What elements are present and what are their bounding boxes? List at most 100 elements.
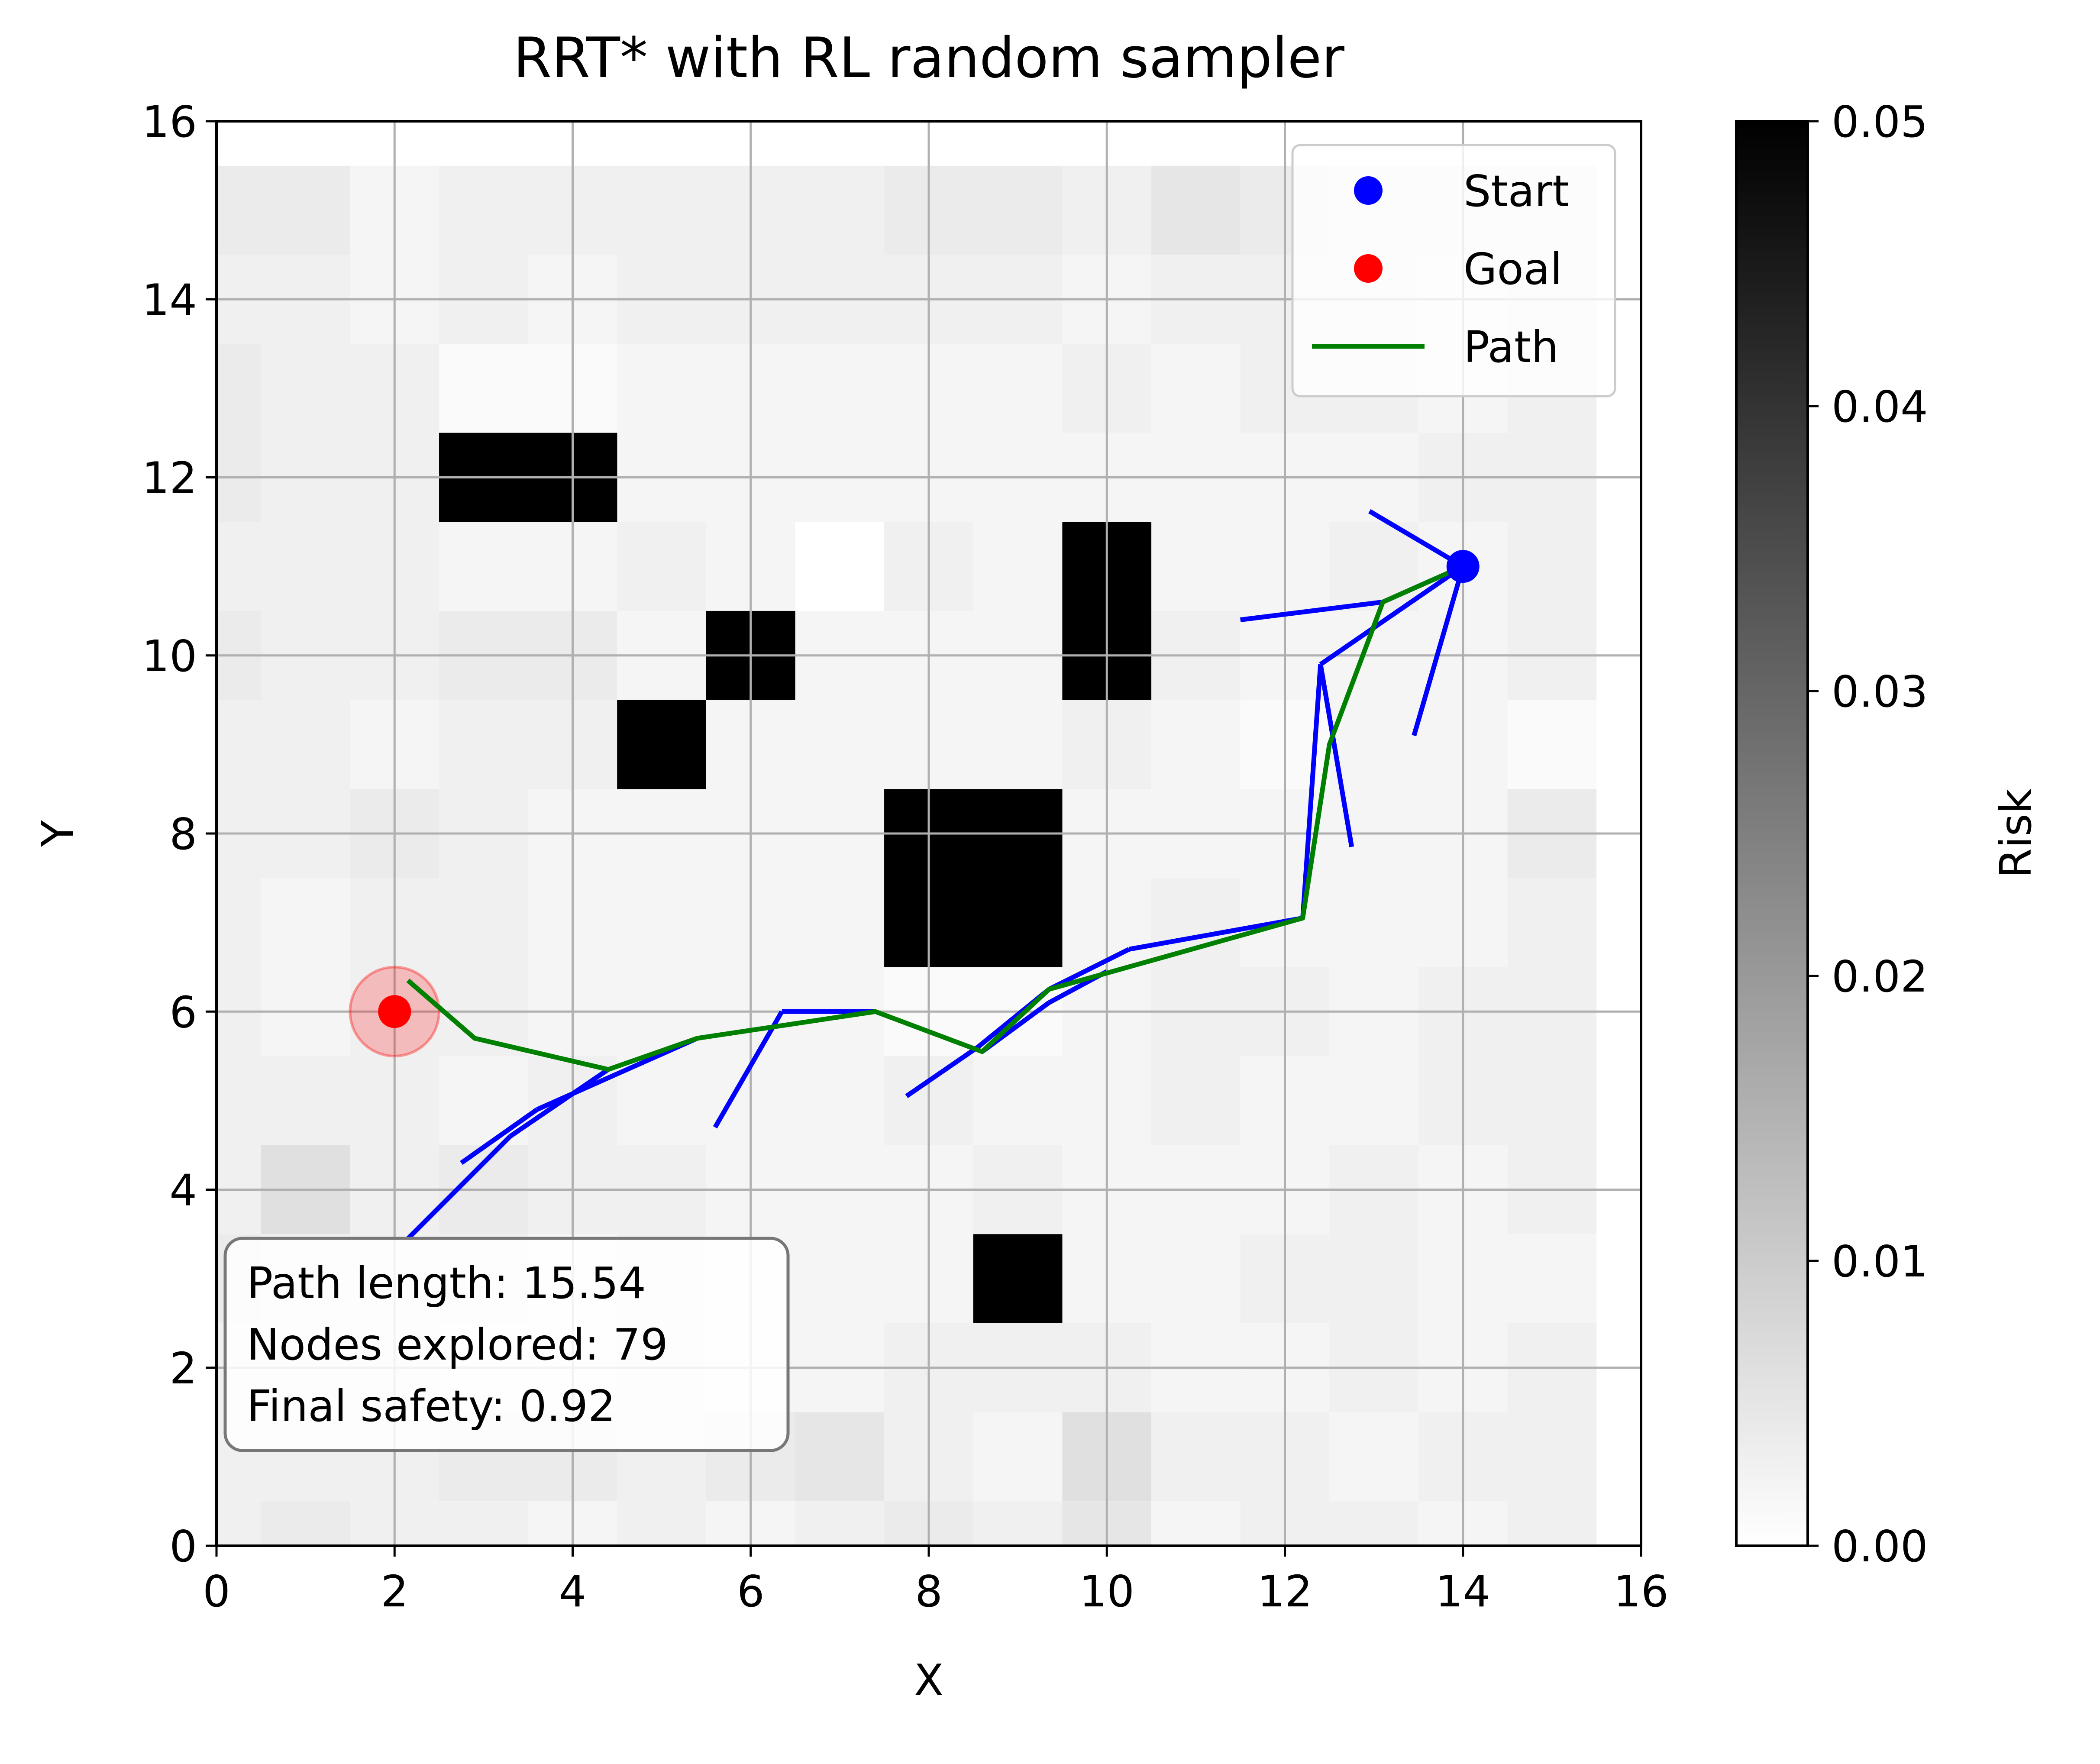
obstacle: [617, 700, 706, 789]
risk-cell: [1507, 522, 1597, 611]
risk-cell: [1329, 700, 1418, 789]
tree-edge: [1368, 509, 1464, 569]
colorbar-tick-label: 0.04: [1832, 381, 1928, 432]
risk-cell: [1329, 1234, 1418, 1323]
tree-edge: [406, 1134, 512, 1241]
risk-cell: [1151, 522, 1241, 611]
x-tick-label: 10: [1079, 1566, 1134, 1617]
y-tick-label: 4: [169, 1165, 197, 1216]
risk-cell: [439, 344, 528, 433]
risk-cell: [216, 165, 261, 255]
stats-annotation: Path length: 15.54 Nodes explored: 79 Fi…: [223, 1237, 790, 1452]
risk-cell: [216, 700, 261, 789]
y-tick-label: 14: [142, 275, 197, 325]
risk-cell: [1151, 700, 1241, 789]
risk-cell: [617, 522, 706, 611]
risk-cell: [973, 1501, 1063, 1546]
risk-cell: [1507, 1234, 1597, 1323]
colorbar-label: Risk: [1990, 788, 2041, 878]
risk-cell: [216, 522, 261, 611]
tree-edge: [1319, 564, 1464, 666]
risk-cell: [795, 344, 885, 433]
risk-cell: [216, 878, 261, 967]
risk-cell: [439, 165, 528, 255]
risk-cell: [617, 165, 706, 255]
chart-title: RRT* with RL random sampler: [513, 26, 1344, 90]
colorbar-tick-label: 0.03: [1832, 666, 1928, 717]
goal-marker: [378, 995, 411, 1028]
risk-cell: [617, 878, 706, 967]
risk-cell: [617, 1501, 706, 1546]
x-tick-label: 6: [737, 1566, 765, 1617]
risk-cell: [1151, 1501, 1241, 1546]
risk-cell: [439, 878, 528, 967]
risk-cell: [1329, 878, 1418, 967]
tree-edge: [1128, 915, 1303, 952]
stats-box: [223, 1237, 790, 1452]
legend: Start Goal Path: [1291, 144, 1616, 397]
risk-cell: [261, 522, 350, 611]
y-axis-ticks: 0 2 4 6 8 10 12 14 16: [142, 97, 216, 1572]
y-tick-label: 0: [169, 1521, 197, 1572]
colorbar: 0.00 0.01 0.02 0.03 0.04 0.05 Risk: [1735, 97, 2041, 1572]
risk-cell: [1151, 344, 1241, 433]
y-tick-label: 16: [142, 97, 197, 147]
tree-edge: [1300, 664, 1323, 918]
colorbar-gradient: [1735, 120, 1809, 1547]
risk-cell: [795, 1501, 885, 1546]
legend-path-label: Path: [1464, 322, 1559, 372]
path-line-layer: [406, 564, 1464, 1072]
path-length-text: Path length: 15.54: [247, 1258, 646, 1308]
y-axis-label: Y: [32, 820, 83, 847]
y-tick-label: 6: [169, 987, 197, 1037]
tree-edge: [1412, 565, 1466, 737]
risk-cell: [795, 1056, 885, 1145]
risk-cell: [261, 700, 350, 789]
legend-goal-label: Goal: [1464, 244, 1562, 294]
x-axis-ticks: 0 2 4 6 8 10 12 14 16: [203, 1546, 1669, 1617]
risk-cell: [973, 344, 1063, 433]
risk-cell: [795, 700, 885, 789]
risk-cell: [216, 1056, 261, 1145]
risk-cell: [1151, 878, 1241, 967]
nodes-explored-text: Nodes explored: 79: [247, 1319, 668, 1370]
colorbar-tick-label: 0.05: [1832, 97, 1928, 147]
colorbar-tick-label: 0.00: [1832, 1521, 1928, 1572]
risk-cell: [1151, 1234, 1241, 1323]
risk-cell: [973, 522, 1063, 611]
y-tick-label: 8: [169, 809, 197, 859]
risk-cell: [1151, 165, 1241, 255]
risk-cell: [795, 878, 885, 967]
risk-cell: [1329, 1412, 1418, 1502]
risk-cell: [261, 1501, 350, 1546]
risk-cell: [261, 344, 350, 433]
risk-cell: [216, 1501, 261, 1546]
x-tick-label: 4: [559, 1566, 587, 1617]
obstacle: [884, 789, 1063, 967]
risk-cell: [1151, 1056, 1241, 1145]
obstacle: [973, 1234, 1063, 1323]
risk-cell: [795, 1412, 885, 1502]
y-tick-label: 2: [169, 1343, 197, 1394]
risk-cell: [617, 1056, 706, 1145]
risk-cell: [439, 522, 528, 611]
risk-cell: [973, 700, 1063, 789]
x-tick-label: 8: [915, 1566, 943, 1617]
risk-cell: [1507, 1056, 1597, 1145]
y-tick-label: 12: [142, 453, 197, 504]
risk-cell: [261, 878, 350, 967]
colorbar-tick-label: 0.02: [1832, 951, 1928, 1002]
tree-edge: [713, 1010, 784, 1129]
risk-cell: [1329, 1501, 1418, 1546]
risk-cell: [1507, 1412, 1597, 1502]
tree-edge: [1318, 664, 1354, 847]
risk-cell: [617, 344, 706, 433]
risk-cell: [795, 1234, 885, 1323]
risk-cell: [261, 165, 350, 255]
risk-cell: [795, 522, 885, 611]
risk-cell: [973, 165, 1063, 255]
tree-edge: [1240, 599, 1383, 622]
risk-cell: [1329, 522, 1418, 611]
risk-cell: [795, 165, 885, 255]
legend-goal-marker: [1354, 254, 1383, 283]
